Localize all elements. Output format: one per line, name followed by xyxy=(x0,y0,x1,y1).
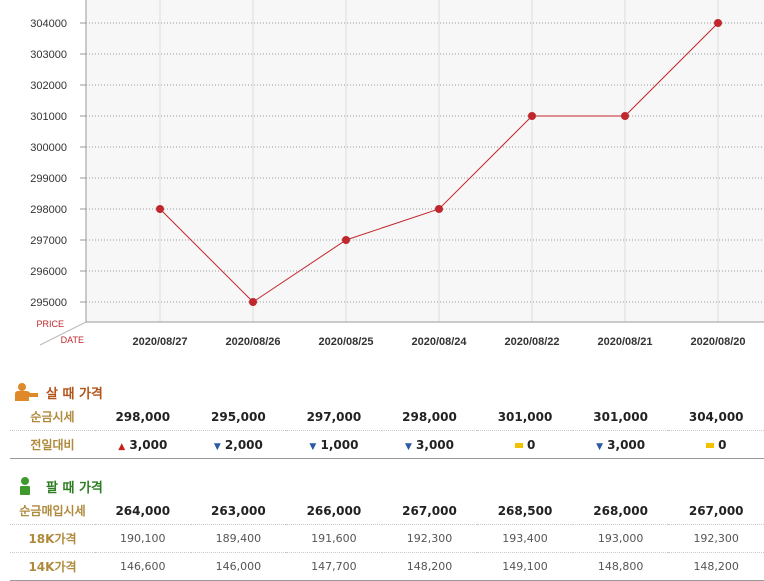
price-cell: 267,000 xyxy=(381,497,478,525)
price-cell: 301,000 xyxy=(572,403,669,431)
price-cell: 148,200 xyxy=(381,552,478,581)
row-label: 전일대비 xyxy=(10,430,95,459)
data-point xyxy=(528,112,536,120)
price-cell: 301,000 xyxy=(477,403,573,431)
y-tick-label: 303000 xyxy=(30,49,67,61)
y-tick-label: 302000 xyxy=(30,80,67,92)
change-cell: ▼ 2,000 xyxy=(190,430,287,459)
change-value: 1,000 xyxy=(316,437,359,452)
data-point xyxy=(249,298,257,306)
y-tick-label: 297000 xyxy=(30,235,67,247)
price-cell: 192,300 xyxy=(381,524,478,553)
price-cell: 304,000 xyxy=(668,403,764,431)
buy-price-table: 순금시세 298,000 295,000 297,000 298,000 301,000 3… xyxy=(10,403,764,459)
price-cell: 267,000 xyxy=(668,497,764,525)
change-value: 0 xyxy=(522,437,536,452)
price-cell: 146,000 xyxy=(190,552,287,581)
price-cell: 192,300 xyxy=(668,524,764,553)
price-chart: 295000 296000 297000 298000 299000 300000 3010… xyxy=(30,0,764,348)
price-cell: 191,600 xyxy=(286,524,382,553)
table-row: 전일대비 ▲ 3,000 ▼ 2,000 ▼ 1,000 ▼ 3,000 0 ▼ 3,00… xyxy=(10,430,764,459)
x-tick-label: 2020/08/24 xyxy=(411,336,467,348)
buy-title: 살 때 가격 xyxy=(46,386,103,402)
x-tick-label: 2020/08/26 xyxy=(225,336,280,348)
price-cell: 189,400 xyxy=(190,524,287,553)
price-cell: 263,000 xyxy=(190,497,287,525)
table-row: 순금매입시세 264,000 263,000 266,000 267,000 268,50… xyxy=(10,497,764,525)
change-cell: ▼ 3,000 xyxy=(572,430,669,459)
price-cell: 146,600 xyxy=(95,552,191,581)
sell-section-title: 팔 때 가격 xyxy=(14,475,103,497)
row-label: 14K가격 xyxy=(10,552,95,581)
price-cell: 148,200 xyxy=(668,552,764,581)
flat-icon xyxy=(705,442,714,448)
change-cell: 0 xyxy=(477,430,573,459)
change-value: 3,000 xyxy=(125,437,168,452)
price-cell: 264,000 xyxy=(95,497,191,525)
price-cell: 298,000 xyxy=(95,403,191,431)
data-point xyxy=(156,205,164,213)
sell-title: 팔 때 가격 xyxy=(46,480,103,496)
price-cell: 147,700 xyxy=(286,552,382,581)
triangle-down-icon: ▼ xyxy=(213,441,221,452)
x-tick-label: 2020/08/20 xyxy=(690,336,745,348)
price-cell: 148,800 xyxy=(572,552,669,581)
price-cell: 149,100 xyxy=(477,552,573,581)
y-tick-label: 300000 xyxy=(30,142,67,154)
x-tick-label: 2020/08/27 xyxy=(132,336,187,348)
data-point xyxy=(435,205,443,213)
triangle-up-icon: ▲ xyxy=(118,441,126,452)
table-row: 14K가격 146,600 146,000 147,700 148,200 149,100… xyxy=(10,552,764,581)
row-label: 순금시세 xyxy=(10,403,95,431)
row-label: 순금매입시세 xyxy=(10,497,95,525)
change-value: 2,000 xyxy=(220,437,263,452)
corner-diagonal xyxy=(39,321,87,346)
price-cell: 190,100 xyxy=(95,524,191,553)
y-tick-label: 296000 xyxy=(30,266,67,278)
x-tick-label: 2020/08/21 xyxy=(597,336,652,348)
x-tick-label: 2020/08/22 xyxy=(504,336,559,348)
price-cell: 268,000 xyxy=(572,497,669,525)
y-tick-label: 301000 xyxy=(30,111,67,123)
flat-icon xyxy=(514,442,523,448)
data-point xyxy=(714,19,722,27)
change-value: 3,000 xyxy=(411,437,454,452)
change-cell: ▼ 1,000 xyxy=(286,430,382,459)
triangle-down-icon: ▼ xyxy=(404,441,412,452)
price-cell: 297,000 xyxy=(286,403,382,431)
triangle-down-icon: ▼ xyxy=(309,441,317,452)
person-icon xyxy=(15,383,38,401)
y-tick-label: 304000 xyxy=(30,18,67,30)
data-point xyxy=(621,112,629,120)
plot-background xyxy=(86,0,764,322)
x-axis-label: DATE xyxy=(61,335,84,345)
change-value: 3,000 xyxy=(602,437,646,452)
price-cell: 193,400 xyxy=(477,524,573,553)
y-axis-label: PRICE xyxy=(36,319,64,329)
y-tick-label: 298000 xyxy=(30,204,67,216)
price-cell: 266,000 xyxy=(286,497,382,525)
row-label: 18K가격 xyxy=(10,524,95,553)
x-tick-label: 2020/08/25 xyxy=(318,336,373,348)
change-cell: ▲ 3,000 xyxy=(95,430,191,459)
sell-price-table: 순금매입시세 264,000 263,000 266,000 267,000 268,50… xyxy=(10,497,764,581)
price-cell: 268,500 xyxy=(477,497,573,525)
triangle-down-icon: ▼ xyxy=(596,441,603,452)
buy-section-title: 살 때 가격 xyxy=(14,381,103,403)
table-row: 18K가격 190,100 189,400 191,600 192,300 193,400… xyxy=(10,524,764,553)
table-row: 순금시세 298,000 295,000 297,000 298,000 301,000 3… xyxy=(10,403,764,431)
price-cell: 295,000 xyxy=(190,403,287,431)
change-cell: 0 xyxy=(668,430,764,459)
person-icon xyxy=(20,477,30,495)
price-cell: 193,000 xyxy=(572,524,669,553)
change-cell: ▼ 3,000 xyxy=(381,430,478,459)
y-tick-label: 295000 xyxy=(30,297,67,309)
y-tick-label: 299000 xyxy=(30,173,67,185)
change-value: 0 xyxy=(713,437,727,452)
price-cell: 298,000 xyxy=(381,403,478,431)
data-point xyxy=(342,236,350,244)
